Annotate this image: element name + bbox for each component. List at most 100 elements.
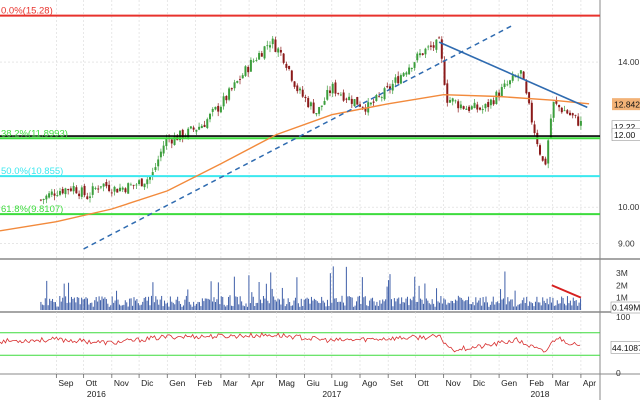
candle-body: [307, 98, 310, 108]
candle-body: [323, 100, 326, 105]
volume-bar: [568, 303, 570, 310]
candle-body: [438, 37, 441, 39]
candle-body: [359, 104, 361, 107]
volume-trend-line: [551, 284, 582, 299]
volume-bar: [86, 298, 88, 310]
candle-body: [571, 113, 574, 116]
candle-body: [547, 140, 550, 164]
price-tag-label: 12.8423: [614, 100, 640, 110]
candle-body: [214, 106, 217, 110]
candle-body: [329, 90, 331, 93]
volume-bar: [329, 273, 331, 310]
volume-bar: [308, 298, 310, 310]
candle-body: [533, 124, 536, 134]
volume-bar: [508, 301, 510, 310]
volume-bar: [286, 304, 288, 310]
candle-body: [99, 186, 102, 188]
month-label: Mar: [555, 378, 570, 388]
volume-bar: [577, 305, 579, 310]
volume-bar: [150, 295, 152, 310]
volume-bar: [342, 302, 344, 310]
volume-bar: [454, 299, 456, 310]
candle-body: [449, 100, 451, 103]
volume-bar: [228, 296, 230, 310]
volume-bar: [494, 304, 496, 310]
candle-body: [574, 114, 577, 116]
volume-bar: [466, 300, 468, 310]
volume-bar: [174, 304, 176, 310]
volume-bar: [386, 286, 388, 310]
candle-body: [481, 109, 484, 111]
volume-bar: [318, 302, 320, 310]
volume-bar: [310, 296, 312, 310]
volume-bar: [341, 295, 343, 310]
volume-bar: [385, 299, 387, 310]
volume-bar: [361, 277, 363, 310]
candle-body: [301, 89, 304, 97]
volume-bar: [245, 303, 247, 310]
volume-bar: [367, 306, 369, 310]
volume-bar: [117, 299, 119, 310]
candle-body: [113, 186, 116, 192]
volume-bar: [408, 305, 410, 310]
volume-bar: [44, 298, 46, 310]
volume-bar: [421, 299, 423, 310]
candle-body: [225, 95, 228, 101]
volume-bar: [549, 296, 551, 310]
volume-bar: [340, 301, 342, 310]
volume-bars: [40, 266, 582, 310]
candle-body: [440, 39, 443, 59]
candle-body: [389, 86, 391, 90]
candle-body: [219, 106, 222, 113]
volume-bar: [507, 297, 509, 310]
volume-bar: [136, 299, 138, 310]
candle-body: [484, 103, 487, 109]
volume-bar: [511, 299, 513, 310]
candle-body: [239, 79, 241, 80]
candle-body: [427, 46, 430, 48]
candle-body: [519, 70, 522, 74]
volume-bar: [447, 302, 449, 310]
volume-bar: [255, 302, 257, 310]
volume-bar: [326, 299, 328, 310]
candle-body: [383, 88, 386, 100]
volume-bar: [233, 276, 235, 310]
volume-bar: [513, 306, 515, 310]
volume-bar: [181, 306, 183, 310]
volume-bar: [120, 305, 122, 310]
candle-body: [361, 106, 364, 108]
candle-body: [402, 73, 405, 77]
candle-body: [528, 92, 531, 104]
volume-bar: [373, 301, 375, 310]
candle-body: [236, 81, 239, 83]
candle-body: [266, 45, 269, 47]
volume-bar: [331, 302, 333, 310]
volume-bar: [399, 303, 401, 310]
volume-bar: [177, 296, 179, 310]
candle-body: [312, 102, 315, 114]
volume-bar: [374, 305, 376, 310]
candle-body: [451, 98, 454, 102]
volume-bar: [143, 297, 145, 310]
volume-bar: [569, 300, 571, 310]
volume-bar: [404, 302, 406, 310]
volume-bar: [484, 302, 486, 310]
volume-bar: [545, 302, 547, 310]
volume-bar: [219, 304, 221, 310]
volume-bar: [185, 295, 187, 310]
candle-body: [577, 116, 580, 126]
volume-bar: [540, 305, 542, 310]
volume-bar: [478, 300, 480, 310]
volume-bar: [383, 301, 385, 310]
volume-last-label: 0.149M: [612, 303, 640, 313]
candle-body: [539, 145, 541, 155]
candle-body: [211, 108, 214, 112]
volume-bar: [284, 306, 286, 310]
volume-bar: [315, 299, 317, 310]
candle-body: [454, 100, 457, 102]
volume-bar: [152, 282, 154, 310]
volume-bar: [460, 297, 462, 310]
month-label: Dic: [141, 378, 154, 388]
volume-bar: [572, 297, 574, 310]
volume-bar: [446, 304, 448, 310]
